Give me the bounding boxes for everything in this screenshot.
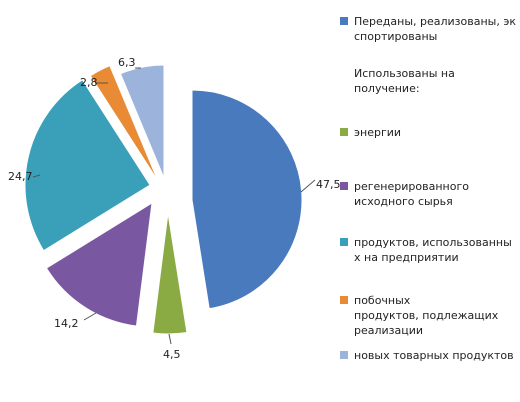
pie-slice-4: [89, 65, 159, 182]
data-label-2: 14,2: [54, 317, 79, 330]
legend-heading: Использованы на получение:: [354, 67, 455, 95]
pie-plot-area: 47,5 4,5 14,2 24,7 2,8 6,3: [8, 56, 340, 361]
legend-swatch-4: [340, 296, 348, 304]
data-label-3: 24,7: [8, 170, 33, 183]
legend-label-5: новых товарных продуктов: [354, 349, 514, 362]
legend-swatch-2: [340, 182, 348, 190]
legend-label-2: регенерированного исходного сырья: [354, 180, 469, 208]
data-label-4: 2,8: [80, 76, 98, 89]
pie-slice-5: [119, 64, 165, 179]
pie-slice-2: [45, 202, 153, 327]
legend-label-3: продуктов, использованны х на предприяти…: [354, 236, 512, 264]
leader-line-0: [300, 179, 316, 193]
legend-label-0: Переданы, реализованы, эк спортированы: [354, 15, 517, 43]
data-label-5: 6,3: [118, 56, 136, 69]
pie-slice-3: [24, 79, 151, 252]
pie-slice-0: [191, 89, 303, 310]
legend: Переданы, реализованы, эк спортированы И…: [340, 0, 520, 402]
legend-swatch-0: [340, 17, 348, 25]
legend-swatch-5: [340, 351, 348, 359]
data-label-1: 4,5: [163, 348, 181, 361]
legend-swatch-1: [340, 128, 348, 136]
leader-line-1: [168, 333, 172, 345]
leader-line-3: [32, 174, 41, 178]
legend-label-4: побочных продуктов, подлежащих реализаци…: [354, 294, 499, 337]
legend-label-1: энергии: [354, 126, 402, 139]
data-label-0: 47,5: [316, 178, 340, 191]
pie-slice-1: [152, 212, 188, 335]
leader-line-2: [83, 312, 97, 321]
legend-swatch-3: [340, 238, 348, 246]
